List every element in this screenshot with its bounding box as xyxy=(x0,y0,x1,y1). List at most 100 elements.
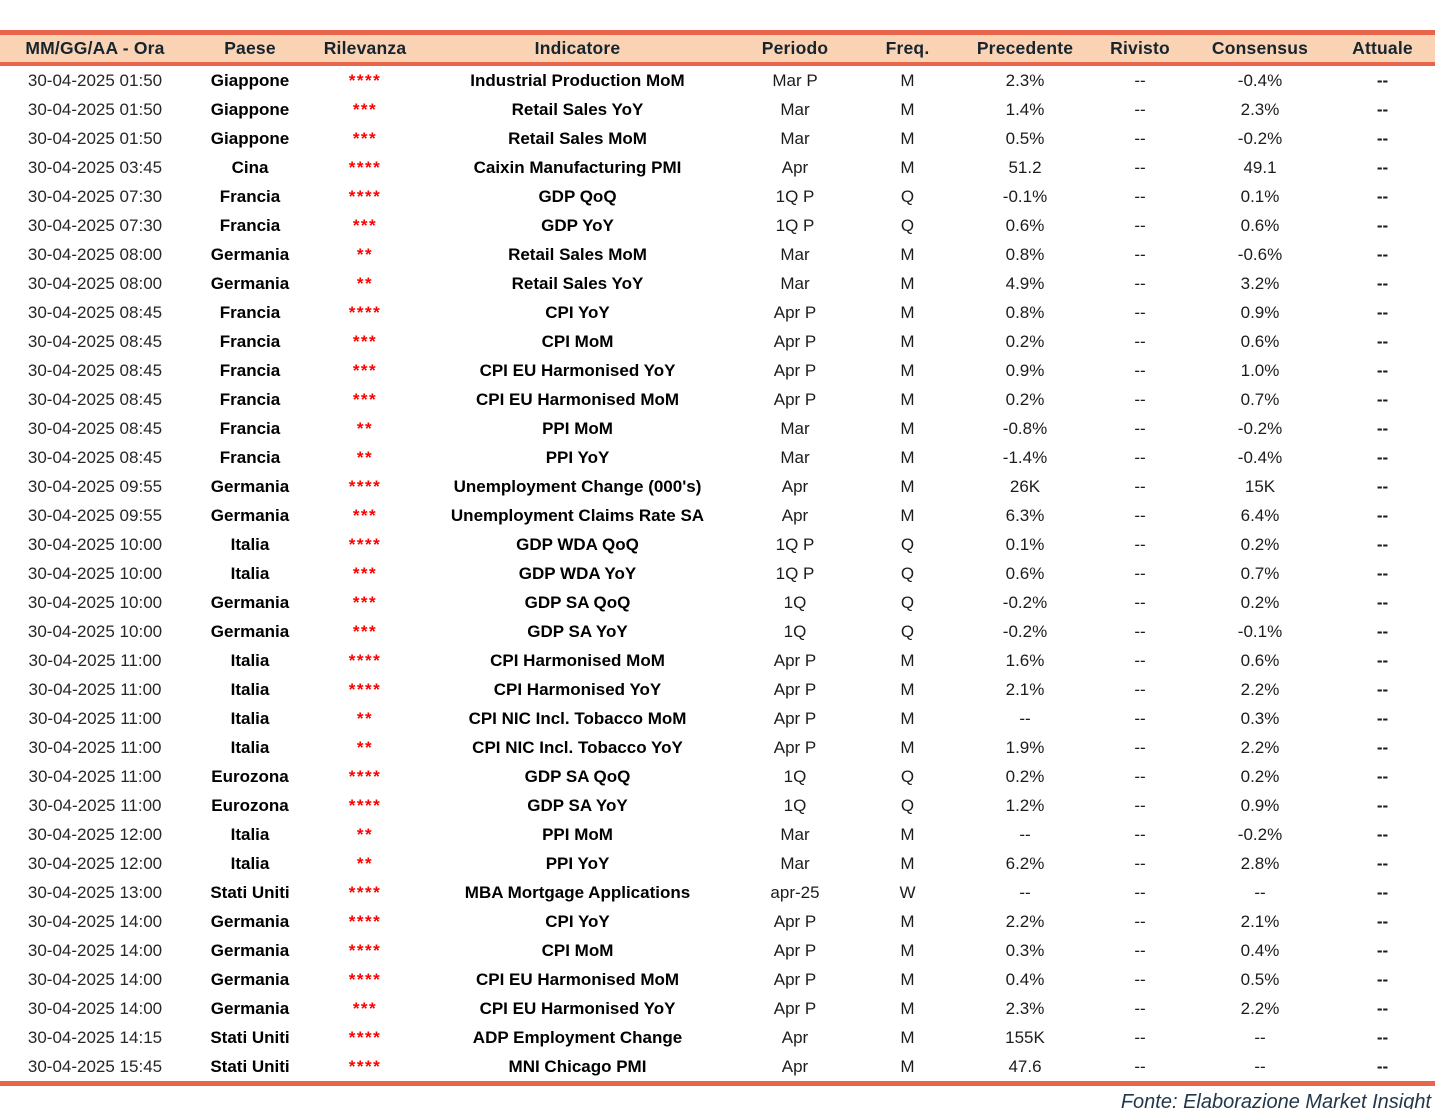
cell-previous: 0.6% xyxy=(1005,216,1045,235)
cell-previous: 0.3% xyxy=(1005,941,1045,960)
cell-relevance: **** xyxy=(348,912,382,931)
cell-relevance: ** xyxy=(356,448,374,467)
column-header-relevance: Rilevanza xyxy=(310,30,420,66)
cell-relevance: **** xyxy=(348,477,382,496)
cell-consensus: 0.5% xyxy=(1240,970,1280,989)
cell-actual: -- xyxy=(1376,158,1389,177)
cell-freq: M xyxy=(900,361,915,380)
cell-period: Apr P xyxy=(773,738,817,757)
cell-actual: -- xyxy=(1376,796,1389,815)
cell-indicator: MNI Chicago PMI xyxy=(420,1052,735,1086)
cell-freq: Q xyxy=(900,216,915,235)
cell-actual: -- xyxy=(1376,390,1389,409)
cell-freq: Q xyxy=(900,593,915,612)
cell-relevance: *** xyxy=(352,390,378,409)
cell-revised: -- xyxy=(1134,71,1146,90)
cell-consensus: 0.9% xyxy=(1240,303,1280,322)
cell-period: 1Q xyxy=(783,622,807,641)
cell-consensus: 2.2% xyxy=(1240,999,1280,1018)
cell-indicator: GDP SA QoQ xyxy=(524,767,631,786)
cell-relevance: **** xyxy=(348,535,382,554)
cell-indicator: CPI NIC Incl. Tobacco MoM xyxy=(468,709,687,728)
cell-indicator: CPI MoM xyxy=(541,941,614,960)
cell-indicator: GDP YoY xyxy=(541,216,614,235)
table-row: 30-04-2025 03:45 Cina **** Caixin Manufactu… xyxy=(0,153,1435,182)
cell-country: Germania xyxy=(210,245,290,264)
cell-indicator: PPI YoY xyxy=(545,854,610,873)
cell-previous: 2.3% xyxy=(1005,71,1045,90)
cell-country: Italia xyxy=(230,825,270,844)
cell-country: Italia xyxy=(230,651,270,670)
table-row: 30-04-2025 11:00 Eurozona **** GDP SA QoQ 1Q… xyxy=(0,762,1435,791)
cell-revised: -- xyxy=(1134,419,1146,438)
cell-actual: -- xyxy=(1330,1052,1435,1086)
table-row: 30-04-2025 11:00 Italia ** CPI NIC Incl. To… xyxy=(0,733,1435,762)
table-row: 30-04-2025 10:00 Germania *** GDP SA YoY 1Q Q… xyxy=(0,617,1435,646)
table-row: 30-04-2025 09:55 Germania **** Unemployment… xyxy=(0,472,1435,501)
table-row: 30-04-2025 15:45 Stati Uniti **** MNI Chica… xyxy=(0,1052,1435,1086)
cell-consensus: 2.1% xyxy=(1240,912,1280,931)
cell-freq: M xyxy=(855,1052,960,1086)
cell-consensus: 0.6% xyxy=(1240,216,1280,235)
column-header-revised: Rivisto xyxy=(1090,30,1190,66)
cell-period: Mar xyxy=(780,448,810,467)
cell-actual: -- xyxy=(1376,100,1389,119)
cell-revised: -- xyxy=(1134,564,1146,583)
cell-datetime: 30-04-2025 14:15 xyxy=(27,1028,163,1047)
cell-consensus: 1.0% xyxy=(1240,361,1280,380)
cell-actual: -- xyxy=(1376,767,1389,786)
cell-revised: -- xyxy=(1134,709,1146,728)
cell-period: 1Q xyxy=(783,796,807,815)
cell-indicator: GDP SA YoY xyxy=(527,796,628,815)
cell-previous: 1.6% xyxy=(1005,651,1045,670)
cell-freq: M xyxy=(900,651,915,670)
cell-period: Apr xyxy=(781,477,809,496)
cell-country: Francia xyxy=(219,361,281,380)
cell-freq: M xyxy=(900,477,915,496)
cell-datetime: 30-04-2025 15:45 xyxy=(0,1052,190,1086)
cell-relevance: **** xyxy=(348,71,382,90)
cell-country: Italia xyxy=(230,738,270,757)
cell-country: Germania xyxy=(210,477,290,496)
cell-revised: -- xyxy=(1134,941,1146,960)
cell-period: 1Q P xyxy=(775,564,815,583)
cell-revised: -- xyxy=(1134,999,1146,1018)
cell-actual: -- xyxy=(1376,738,1389,757)
cell-datetime: 30-04-2025 08:00 xyxy=(27,245,163,264)
cell-country: Giappone xyxy=(210,100,290,119)
cell-indicator: CPI NIC Incl. Tobacco YoY xyxy=(472,738,683,757)
cell-period: Apr P xyxy=(773,390,817,409)
table-row: 30-04-2025 11:00 Italia ** CPI NIC Incl. To… xyxy=(0,704,1435,733)
cell-country: Stati Uniti xyxy=(190,1052,310,1086)
cell-freq: Q xyxy=(900,187,915,206)
cell-country: Italia xyxy=(230,564,270,583)
cell-previous: 2.3% xyxy=(1005,999,1045,1018)
cell-relevance: **** xyxy=(348,883,382,902)
cell-previous: 0.8% xyxy=(1005,245,1045,264)
cell-indicator: CPI YoY xyxy=(545,912,610,931)
cell-consensus: -0.6% xyxy=(1237,245,1283,264)
cell-previous: 1.2% xyxy=(1005,796,1045,815)
cell-country: Francia xyxy=(219,332,281,351)
cell-country: Francia xyxy=(219,419,281,438)
table-row: 30-04-2025 07:30 Francia **** GDP QoQ 1Q P Q -… xyxy=(0,182,1435,211)
cell-consensus: -- xyxy=(1254,883,1266,902)
cell-previous: 47.6 xyxy=(960,1052,1090,1086)
cell-datetime: 30-04-2025 11:00 xyxy=(28,709,162,728)
cell-country: Eurozona xyxy=(211,796,289,815)
cell-period: Apr P xyxy=(773,361,817,380)
column-header-period: Periodo xyxy=(735,30,855,66)
cell-revised: -- xyxy=(1134,912,1146,931)
cell-freq: M xyxy=(900,158,915,177)
cell-relevance: *** xyxy=(352,506,378,525)
cell-actual: -- xyxy=(1376,216,1389,235)
cell-previous: -0.2% xyxy=(1002,593,1048,612)
cell-datetime: 30-04-2025 01:50 xyxy=(27,71,163,90)
cell-previous: 0.2% xyxy=(1005,390,1045,409)
cell-indicator: Unemployment Claims Rate SA xyxy=(450,506,705,525)
cell-period: Apr P xyxy=(773,912,817,931)
cell-period: 1Q xyxy=(783,593,807,612)
cell-indicator: Retail Sales YoY xyxy=(511,274,644,293)
column-header-country: Paese xyxy=(190,30,310,66)
